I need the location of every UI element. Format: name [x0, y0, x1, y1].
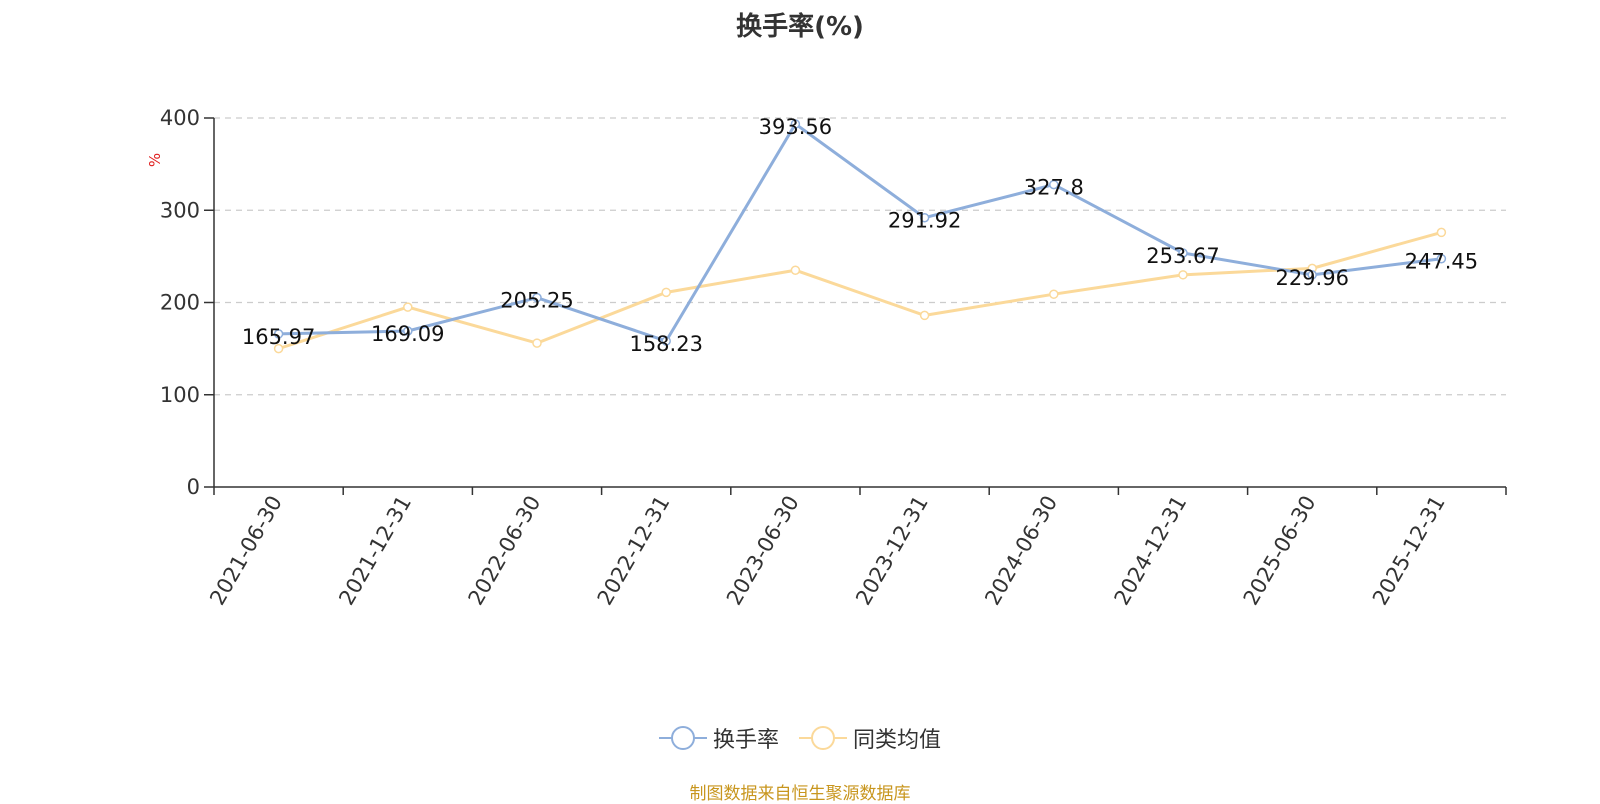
- series-1-point: [273, 329, 284, 339]
- legend-item-series-2[interactable]: 同类均值: [799, 722, 941, 754]
- legend-marker-series-1: [658, 725, 707, 751]
- y-tick-label: 400: [160, 106, 200, 130]
- x-tick-label: 2025-06-30: [1239, 492, 1321, 610]
- legend-item-series-1[interactable]: 换手率: [658, 722, 779, 754]
- data-label: 165.97: [242, 325, 315, 349]
- x-tick-label: 2021-06-30: [205, 492, 287, 610]
- legend-label-series-1: 换手率: [712, 728, 779, 753]
- axes: 0 100 200 300 400 2021-06-30 2021-12-31 2022-06…: [160, 106, 1507, 610]
- series-2-point: [1436, 227, 1447, 238]
- x-tick-label: 2021-12-31: [334, 492, 416, 610]
- data-label: 393.56: [759, 115, 832, 139]
- series-2-point: [1049, 289, 1059, 299]
- x-tick-label: 2023-06-30: [722, 492, 804, 610]
- series-line-2: [278, 230, 1442, 351]
- y-tick-label: 300: [160, 198, 200, 222]
- y-tick-label: 200: [160, 291, 200, 315]
- data-label: 327.8: [1024, 176, 1084, 200]
- data-label: 291.92: [888, 209, 961, 233]
- series-1-point: [1436, 253, 1447, 264]
- series-2-point: [919, 310, 930, 321]
- series-2-point: [532, 338, 542, 348]
- series-1-point: [403, 326, 413, 336]
- data-label: 253.67: [1146, 244, 1219, 268]
- x-tick-label: 2024-06-30: [980, 492, 1062, 610]
- grid-lines: [214, 117, 1506, 396]
- series-1-point: [1178, 248, 1188, 258]
- data-label: 205.25: [500, 289, 573, 313]
- series-2-point: [790, 265, 801, 275]
- series-2-point: [403, 302, 413, 312]
- series-lines: [273, 119, 1447, 354]
- data-labels: 165.97 169.09 205.25 158.23 393.56 291.92 327.…: [242, 115, 1478, 356]
- x-tick-label: 2023-12-31: [851, 492, 933, 610]
- series-2-point: [1178, 270, 1188, 280]
- legend: 换手率 同类均值: [0, 722, 1600, 754]
- data-label: 158.23: [629, 332, 702, 356]
- y-tick-label: 0: [187, 475, 200, 499]
- y-axis-unit-label: %: [146, 153, 164, 167]
- series-1-point: [790, 119, 801, 129]
- series-line-1: [278, 122, 1442, 343]
- y-tick-label: 100: [160, 383, 200, 407]
- x-tick-label: 2022-06-30: [464, 492, 546, 610]
- series-1-point: [661, 336, 671, 346]
- series-1-point: [1049, 179, 1059, 190]
- chart-title: 换手率(%): [736, 12, 864, 42]
- x-tick-label: 2025-12-31: [1368, 492, 1450, 610]
- data-label: 169.09: [371, 322, 444, 346]
- source-note: 制图数据来自恒生聚源数据库: [689, 784, 911, 804]
- series-1-point: [1307, 270, 1317, 280]
- x-tick-label: 2022-12-31: [593, 492, 675, 610]
- series-1-point: [532, 292, 542, 303]
- data-label: 229.96: [1275, 266, 1348, 290]
- x-tick-label: 2024-12-31: [1110, 492, 1192, 610]
- series-2-point: [273, 343, 284, 354]
- series-2-point: [661, 287, 671, 298]
- legend-marker-series-2: [799, 725, 847, 751]
- series-1-point: [919, 212, 930, 223]
- legend-label-series-2: 同类均值: [853, 728, 942, 753]
- data-label: 247.45: [1405, 250, 1478, 274]
